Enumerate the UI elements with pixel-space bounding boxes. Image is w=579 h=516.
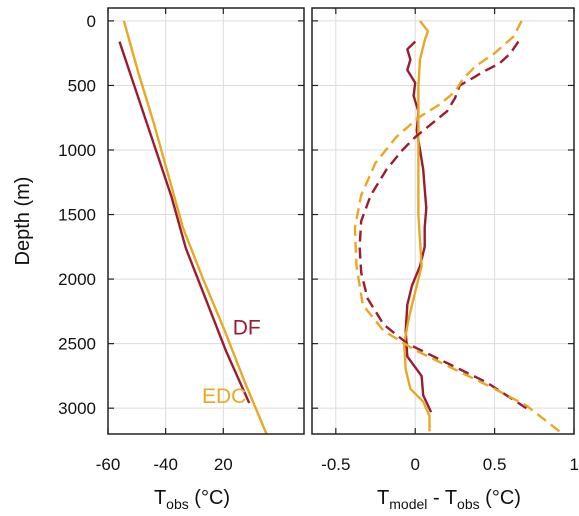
x-tick-label: 0	[410, 455, 419, 474]
x-axis-label-part: T	[377, 487, 389, 509]
x-axis-label-part: T	[154, 487, 166, 509]
series-line-df-dashed	[358, 40, 528, 410]
x-tick-label: 0.5	[483, 455, 507, 474]
y-tick-label: 1000	[58, 141, 96, 160]
x-axis-label-part: - T	[427, 487, 457, 509]
y-tick-label: 2000	[58, 270, 96, 289]
x-axis-label-subscript: obs	[457, 496, 480, 512]
panel-2: -0.5 0 0.5 1 Tmodel - Tobs (°C)	[311, 7, 579, 512]
x-tick-label: -40	[153, 455, 178, 474]
series-line-df-solid	[118, 41, 251, 404]
y-axis-label: Depth (m)	[12, 177, 34, 266]
y-tick-label: 0	[87, 12, 96, 31]
x-tick-label: -60	[96, 455, 121, 474]
y-tick-label: 3000	[58, 399, 96, 418]
x-axis-label-subscript: model	[389, 496, 427, 512]
x-axis-label: Tmodel - Tobs (°C)	[377, 487, 521, 512]
x-tick-label: 20	[214, 455, 233, 474]
x-tick-label: 1	[570, 455, 579, 474]
panel-1: -60 -40 20 0 500 1000 1500 2000 2500 3000 Depth (m…	[12, 7, 305, 512]
x-axis-label-part: (°C)	[480, 487, 521, 509]
series-line-edc-solid	[402, 20, 431, 432]
series-line-edc-dashed	[353, 20, 564, 434]
y-tick-label: 1500	[58, 206, 96, 225]
y-tick-label: 500	[68, 76, 96, 95]
series-line-edc-solid	[122, 20, 268, 434]
panel-frame	[311, 7, 575, 435]
x-axis-label-subscript: obs	[166, 496, 189, 512]
y-tick-label: 2500	[58, 335, 96, 354]
series-label-edc: EDC	[202, 385, 246, 408]
panel-frame	[107, 7, 305, 435]
x-tick-label: -0.5	[321, 455, 350, 474]
x-axis-label-part: (°C)	[189, 487, 230, 509]
x-axis-label: Tobs (°C)	[154, 487, 230, 512]
series-label-df: DF	[233, 317, 261, 340]
